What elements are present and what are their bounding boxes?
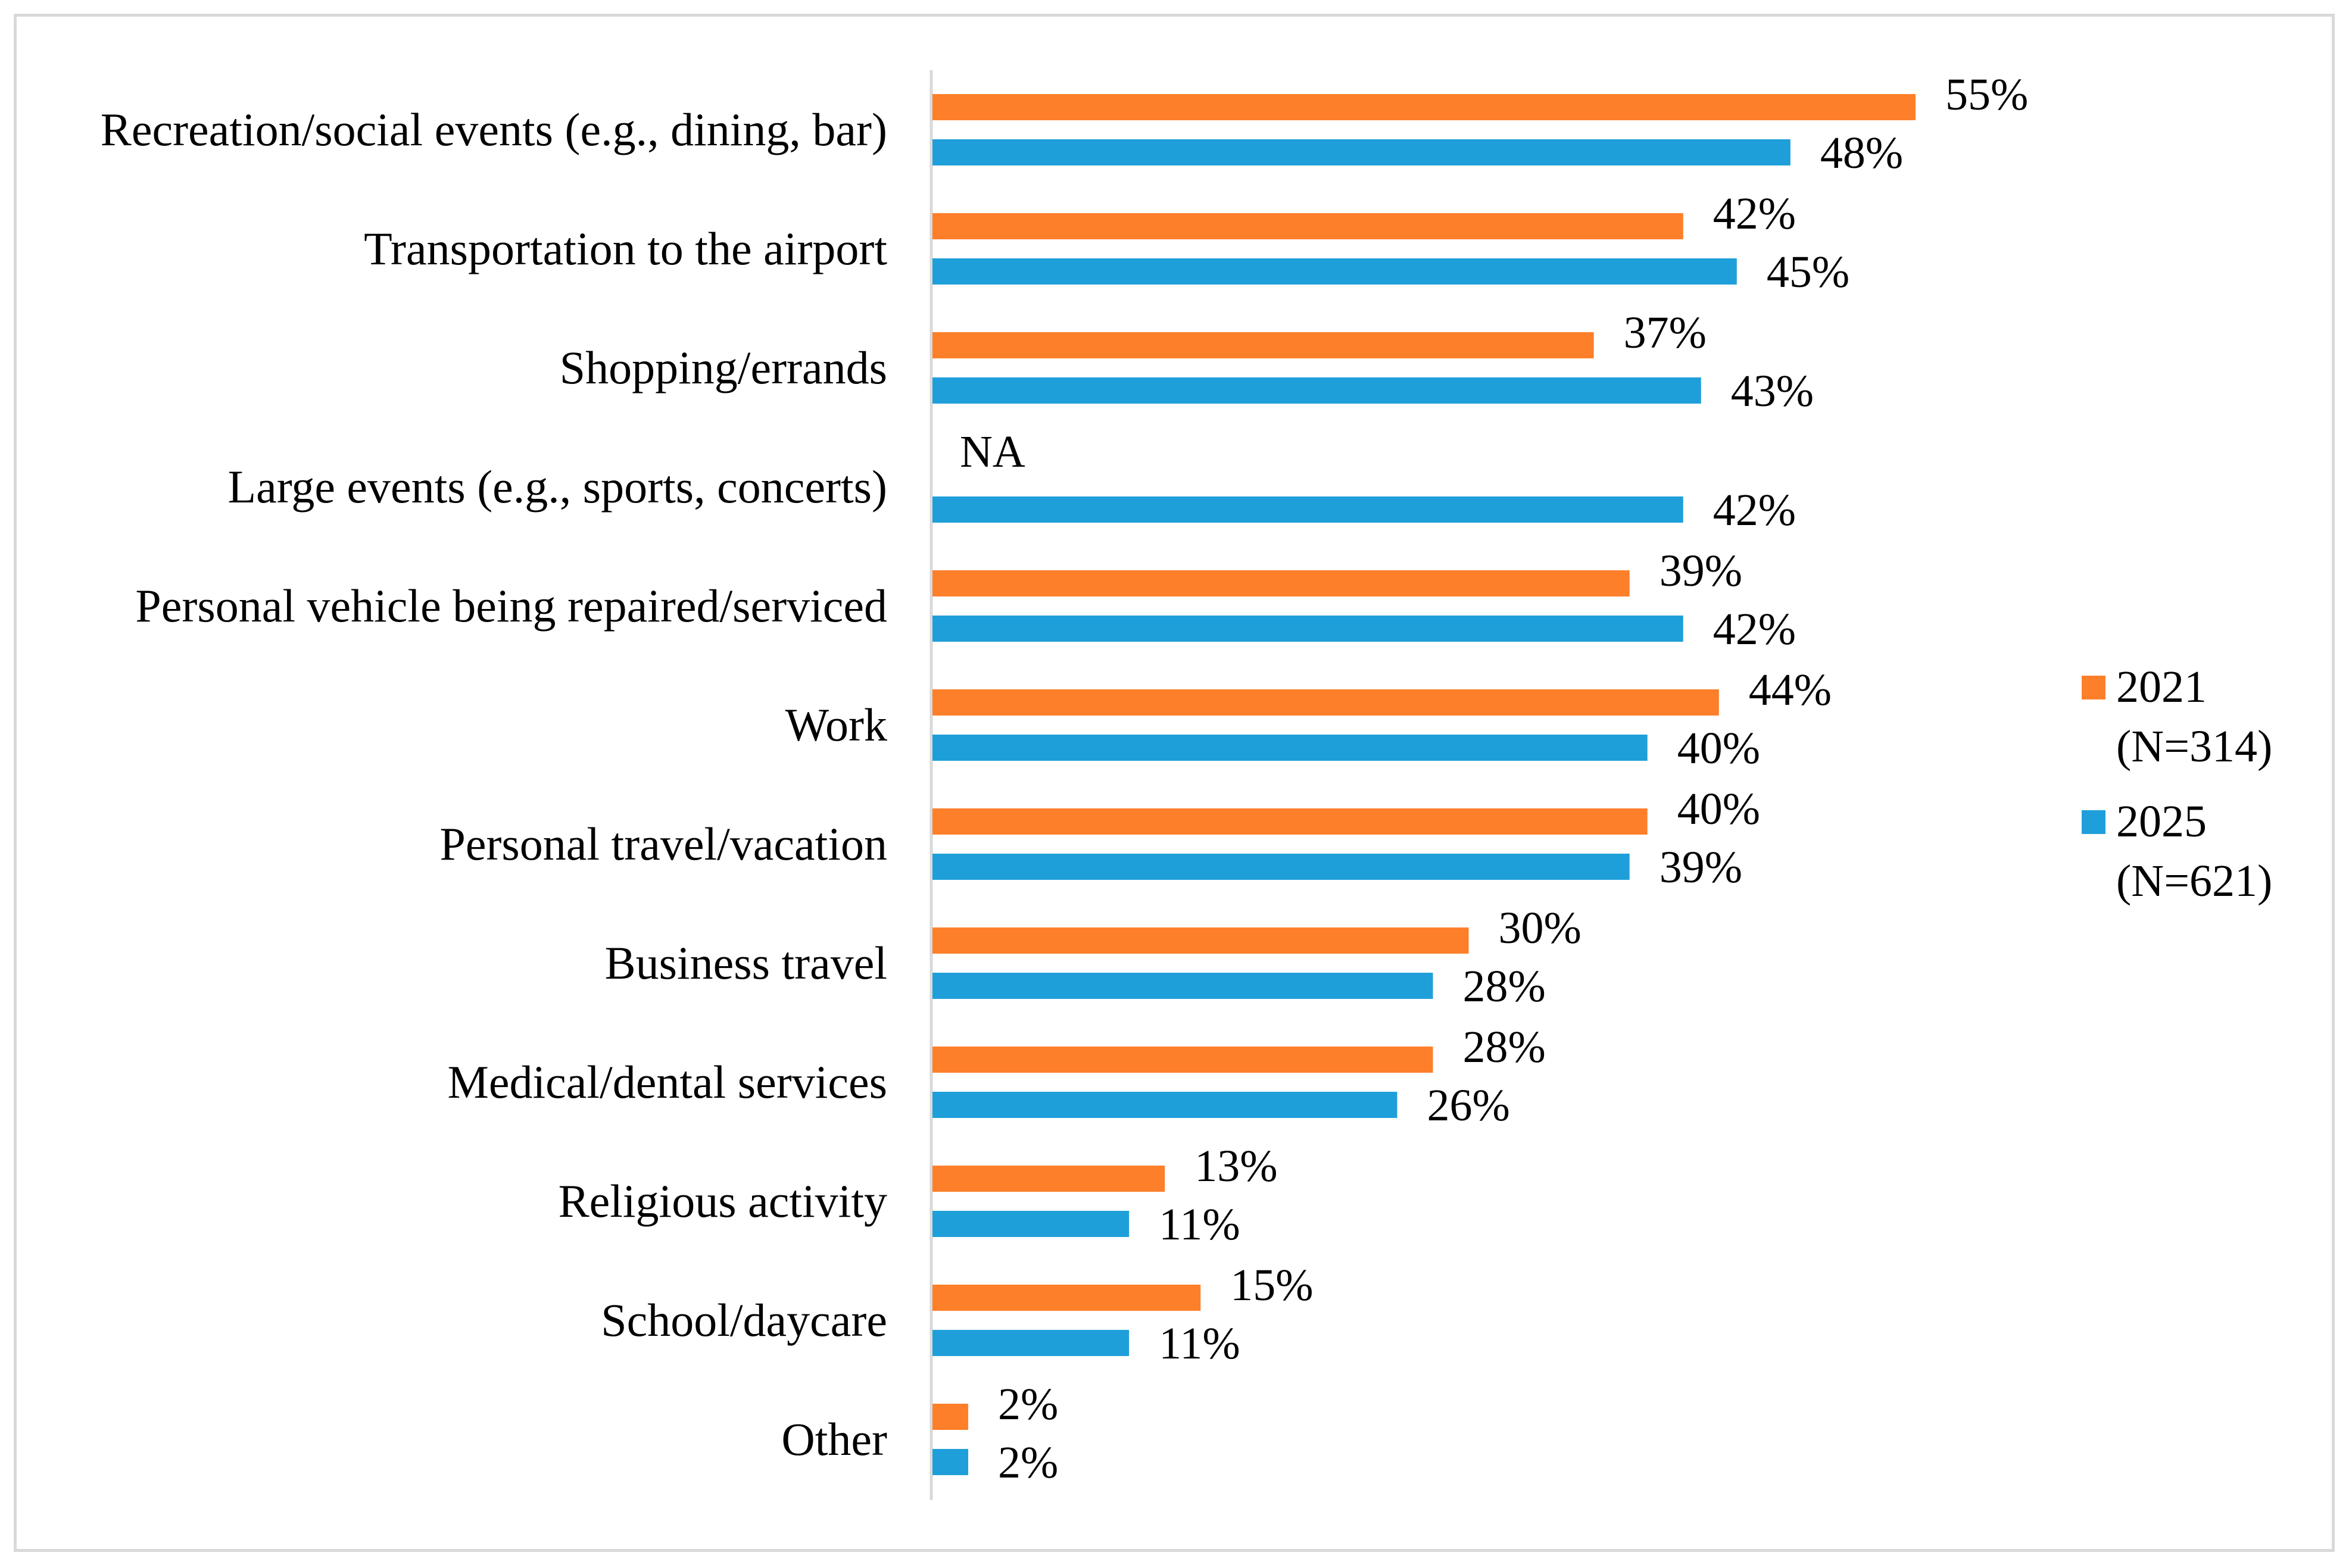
bar-2025 — [932, 1092, 1398, 1118]
bar-2025 — [932, 1449, 969, 1475]
data-label: 40% — [1677, 784, 1760, 834]
bar-2021 — [932, 213, 1683, 239]
data-label: 39% — [1659, 546, 1742, 596]
bar-2025 — [932, 1330, 1130, 1356]
legend-label: (N=314) — [2116, 721, 2272, 771]
data-label: 28% — [1463, 1022, 1546, 1072]
data-label: 11% — [1159, 1319, 1240, 1369]
category-label: Personal travel/vacation — [439, 818, 887, 870]
data-label: 42% — [1713, 189, 1796, 239]
bar-2021 — [932, 94, 1916, 120]
data-label: 40% — [1677, 723, 1760, 773]
data-label: 44% — [1749, 665, 1832, 715]
data-label: 55% — [1945, 70, 2028, 120]
bar-2025 — [932, 258, 1737, 285]
bar-2021 — [932, 332, 1594, 358]
data-label: 13% — [1194, 1141, 1277, 1191]
bar-2025 — [932, 616, 1683, 642]
category-label: Personal vehicle being repaired/serviced — [135, 580, 887, 632]
category-label: Shopping/errands — [560, 342, 887, 393]
bar-2025 — [932, 854, 1630, 880]
legend-label: 2025 — [2116, 797, 2207, 847]
category-label: Large events (e.g., sports, concerts) — [227, 461, 887, 513]
bar-2021 — [932, 1285, 1201, 1311]
legend-swatch-2025 — [2082, 810, 2105, 834]
category-label: Work — [785, 699, 887, 751]
labels-layer: Recreation/social events (e.g., dining, … — [101, 70, 2029, 1488]
data-label: 15% — [1230, 1260, 1313, 1310]
data-label: 42% — [1713, 485, 1796, 535]
bar-2021 — [932, 927, 1469, 954]
data-label: 48% — [1820, 128, 1903, 178]
data-label: 45% — [1767, 247, 1849, 297]
data-label: 26% — [1427, 1080, 1509, 1130]
data-label: NA — [960, 427, 1025, 477]
bar-2025 — [932, 496, 1683, 523]
category-label: School/daycare — [601, 1294, 887, 1346]
data-label: 37% — [1624, 308, 1707, 358]
bar-2021 — [932, 1166, 1165, 1192]
bar-2025 — [932, 139, 1790, 165]
bar-2025 — [932, 973, 1433, 999]
data-label: 2% — [998, 1438, 1058, 1488]
legend-swatch-2021 — [2082, 676, 2105, 699]
bar-2021 — [932, 570, 1630, 596]
category-label: Transportation to the airport — [364, 223, 887, 274]
data-label: 43% — [1731, 366, 1814, 416]
bar-2021 — [932, 1404, 969, 1430]
bar-2021 — [932, 1047, 1433, 1073]
bar-2021 — [932, 808, 1648, 835]
legend-label: 2021 — [2116, 662, 2207, 712]
category-label: Recreation/social events (e.g., dining, … — [101, 104, 887, 155]
data-label: 11% — [1159, 1200, 1240, 1250]
category-label: Other — [781, 1413, 887, 1465]
data-label: 42% — [1713, 604, 1796, 654]
category-label: Business travel — [605, 937, 887, 989]
data-label: 39% — [1659, 842, 1742, 892]
legend: 2021 (N=314) 2025 (N=621) — [2082, 662, 2272, 906]
bar-2021 — [932, 689, 1719, 716]
bar-2025 — [932, 735, 1648, 761]
bars-layer — [932, 94, 1916, 1475]
data-label: 28% — [1463, 961, 1546, 1011]
bar-2025 — [932, 1211, 1130, 1237]
data-label: 2% — [998, 1379, 1058, 1429]
bar-2025 — [932, 377, 1701, 404]
legend-label: (N=621) — [2116, 856, 2272, 906]
category-label: Medical/dental services — [447, 1056, 887, 1108]
category-label: Religious activity — [559, 1175, 887, 1227]
data-label: 30% — [1499, 903, 1581, 953]
